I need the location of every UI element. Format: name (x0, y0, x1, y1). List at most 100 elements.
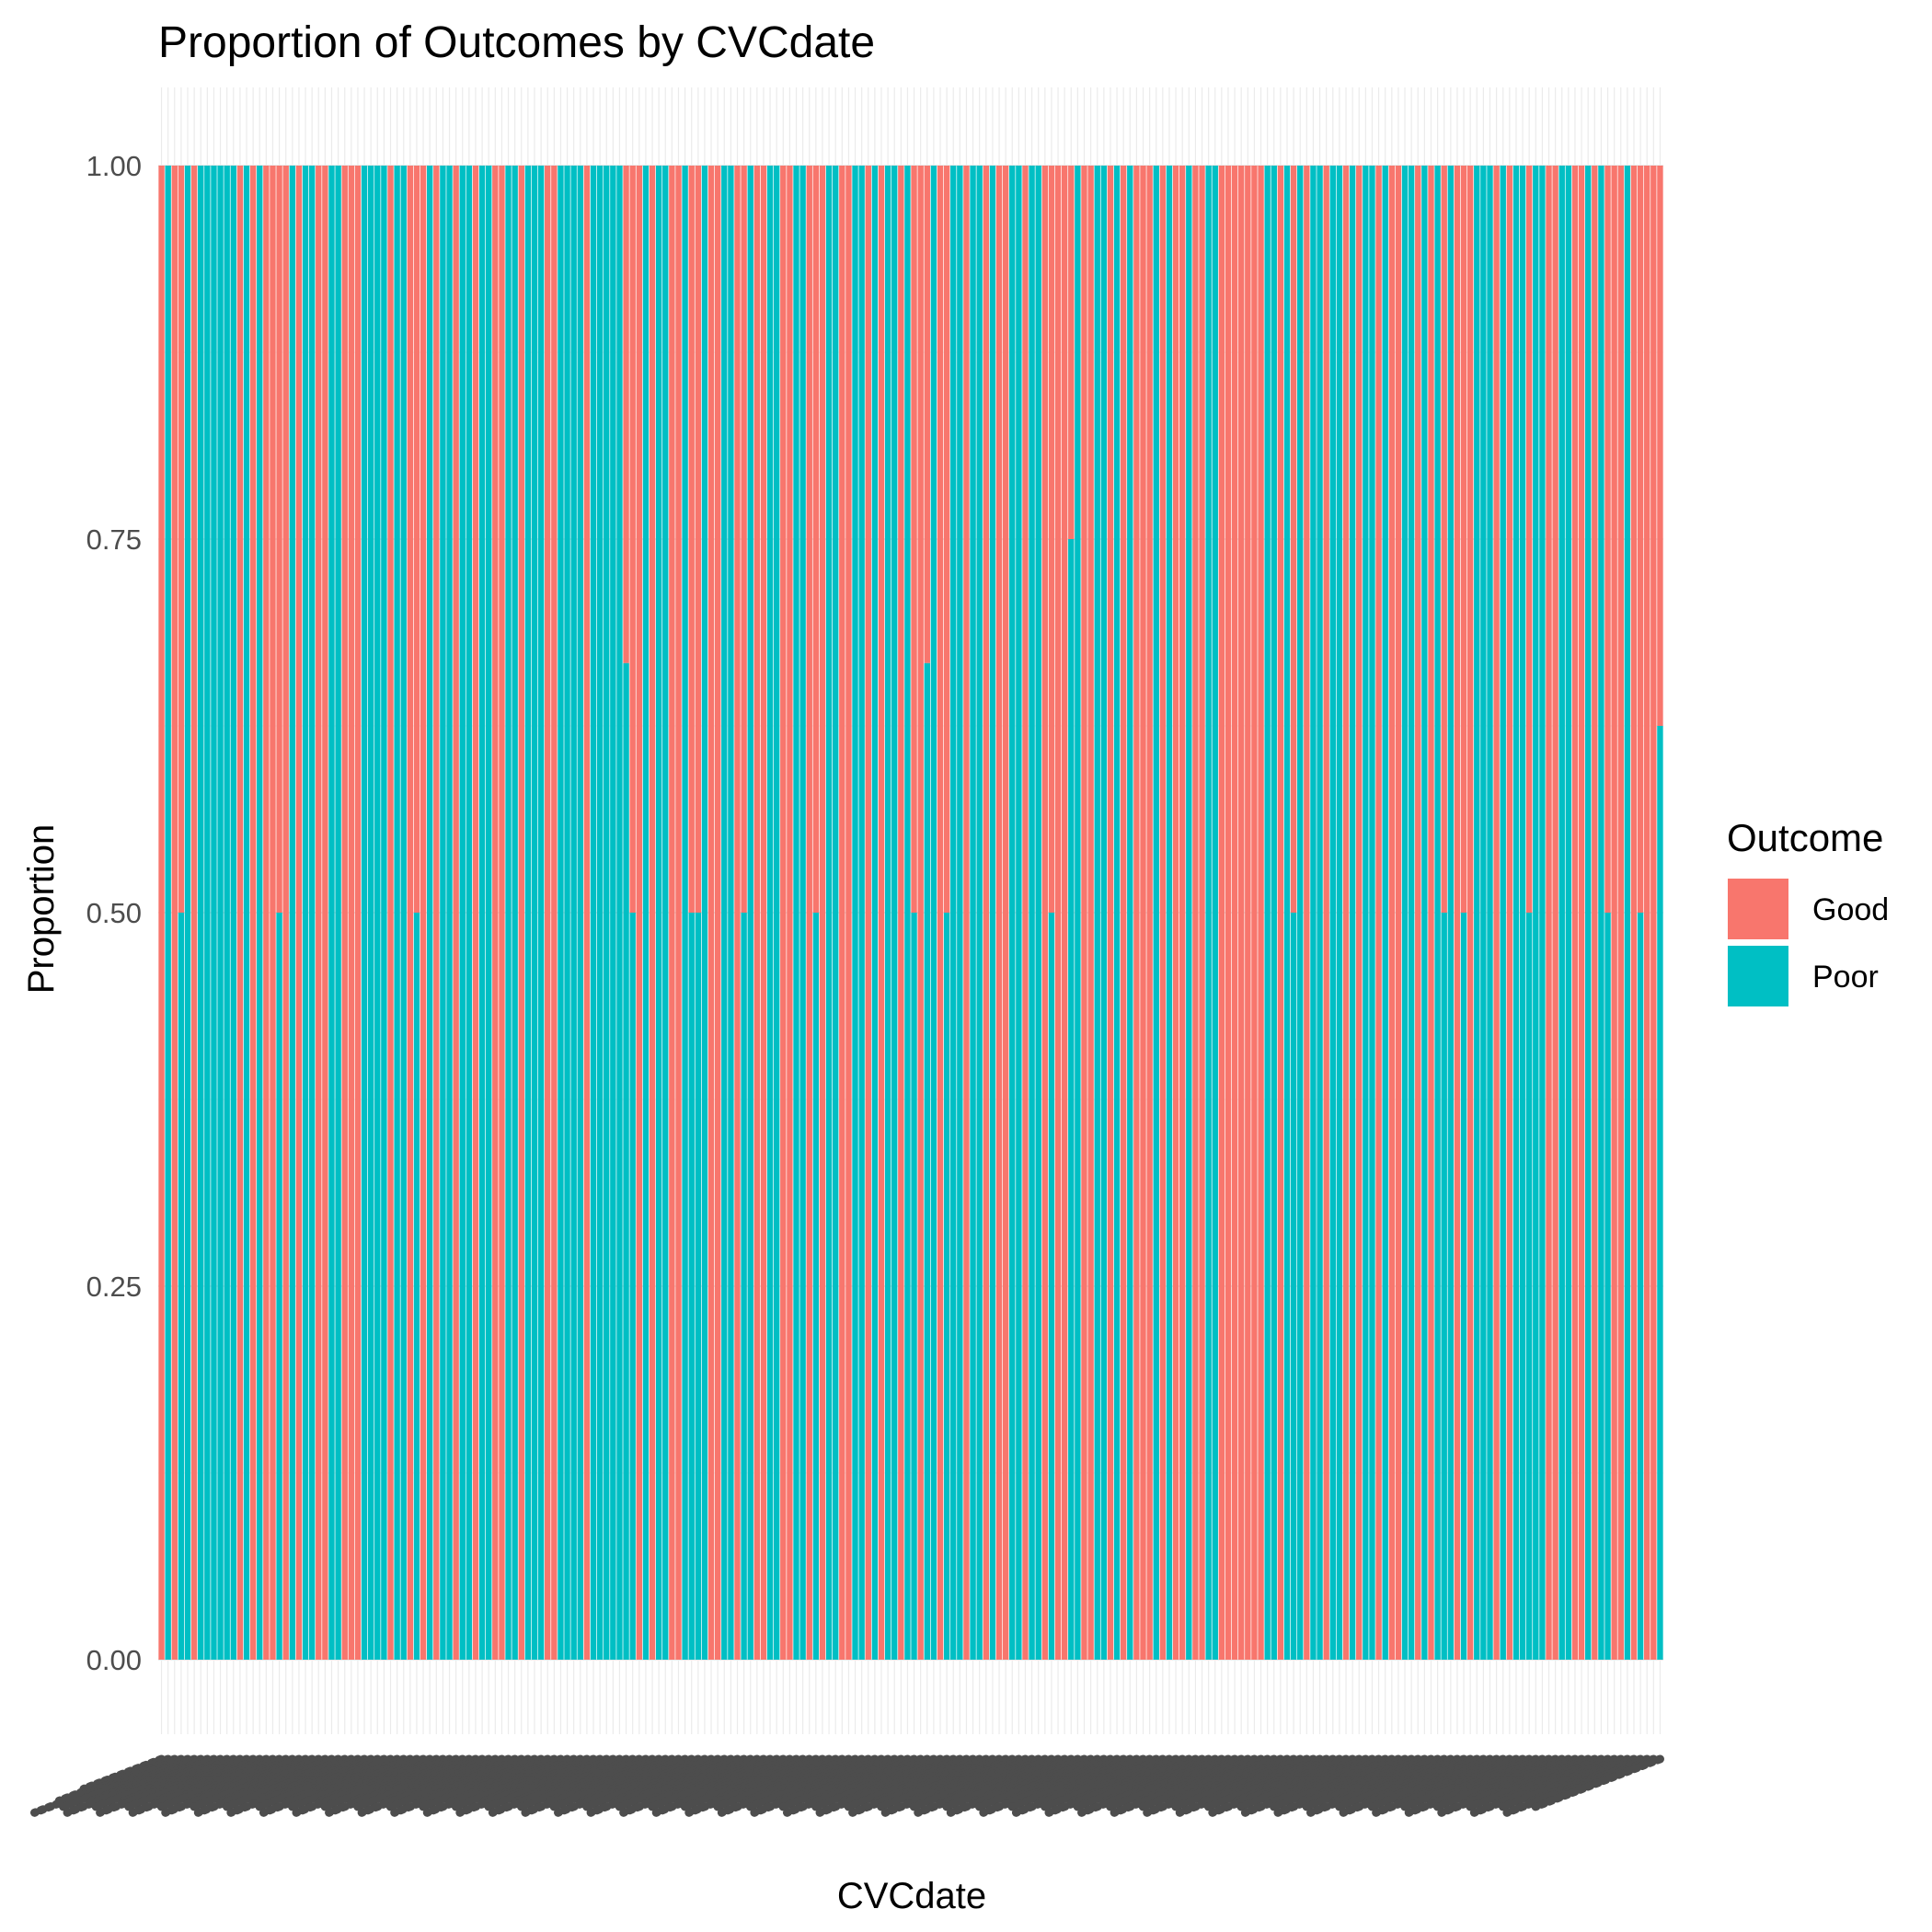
bar-poor (1310, 166, 1317, 1660)
bar-poor (1657, 726, 1663, 1660)
bar-good (1081, 166, 1087, 1660)
bar-good (295, 166, 303, 1660)
bar-poor (1363, 166, 1369, 1660)
bar-good (1578, 166, 1585, 1660)
bar-poor (413, 913, 420, 1660)
bar-good (917, 166, 924, 1660)
bar-poor (1512, 166, 1520, 1660)
bar-poor (1624, 166, 1631, 1660)
bar-poor (1408, 166, 1415, 1660)
bar-good (1375, 166, 1382, 1660)
bar-poor (1382, 166, 1388, 1660)
bar-poor (243, 166, 250, 1660)
bar-poor (766, 166, 774, 1660)
bar-good (1231, 166, 1238, 1660)
bar-good (1218, 166, 1225, 1660)
bar-good (387, 166, 394, 1660)
bar-good (1415, 166, 1421, 1660)
bar-poor (773, 166, 780, 1660)
bar-good (472, 166, 479, 1660)
y-tick-label: 0.25 (86, 1271, 142, 1303)
bar-poor (361, 166, 368, 1660)
bar-good (190, 166, 198, 1660)
bar-good (1592, 166, 1598, 1660)
bar-poor (884, 166, 891, 1660)
bar-poor (1186, 166, 1192, 1660)
bar-poor (1016, 166, 1022, 1660)
bar-poor (367, 166, 374, 1660)
bar-good (695, 166, 702, 913)
bar-good (1061, 166, 1068, 1660)
bar-good (1552, 166, 1558, 1660)
bar-poor (426, 166, 433, 1660)
bar-poor (976, 166, 983, 1660)
bar-poor (1068, 539, 1075, 1660)
bar-poor (1539, 166, 1546, 1660)
bar-poor (1349, 166, 1356, 1660)
bar-poor (596, 166, 604, 1660)
bar-poor (1212, 166, 1218, 1660)
bar-good (1454, 166, 1461, 1660)
bar-good (1002, 166, 1009, 1660)
bar-good (1630, 166, 1638, 1660)
chart-title: Proportion of Outcomes by CVCdate (158, 18, 875, 67)
bar-good (1290, 166, 1297, 913)
bar-poor (1048, 913, 1055, 1660)
bar-poor (957, 166, 963, 1660)
legend-key-poor (1728, 946, 1788, 1006)
bar-good (1525, 166, 1533, 913)
bar-poor (1094, 166, 1100, 1660)
bar-good (787, 166, 793, 1660)
bar-good (433, 166, 440, 1660)
bar-poor (1558, 166, 1565, 1660)
bar-good (1657, 166, 1663, 726)
bar-good (171, 166, 178, 1660)
bar-good (1107, 166, 1114, 1660)
legend-key-good (1728, 879, 1788, 939)
bar-poor (1421, 166, 1428, 1660)
bar-good (806, 166, 812, 1660)
bar-poor (184, 166, 191, 1660)
bar-poor (302, 166, 309, 1660)
bar-poor (1336, 166, 1343, 1660)
legend: Outcome Good Poor (1727, 816, 1889, 1006)
bar-good (1428, 166, 1434, 1660)
bar-good (675, 166, 682, 1660)
bar-poor (1480, 166, 1487, 1660)
bar-good (1388, 166, 1396, 1660)
bar-poor (825, 166, 833, 1660)
bar-poor (701, 166, 708, 1660)
bar-good (420, 166, 427, 1660)
bar-poor (904, 166, 911, 1660)
bar-good (1192, 166, 1199, 1660)
bar-poor (852, 166, 858, 1660)
bar-poor (558, 166, 564, 1660)
bar-good (1179, 166, 1186, 1660)
bar-good (714, 166, 721, 1660)
legend-label-good: Good (1812, 892, 1889, 927)
bar-poor (308, 166, 316, 1660)
bar-good (878, 166, 885, 1660)
bar-poor (1113, 166, 1121, 1660)
bar-poor (871, 166, 879, 1660)
bar-poor (616, 166, 623, 1660)
bar-poor (1447, 166, 1455, 1660)
y-tick-label: 0.75 (86, 523, 142, 556)
bar-poor (1460, 913, 1467, 1660)
bar-poor (610, 166, 616, 1660)
bar-good (943, 166, 950, 913)
y-axis-ticks: 0.00 0.25 0.50 0.75 1.00 (86, 150, 142, 1676)
bar-poor (1205, 166, 1212, 1660)
bar-good (1146, 166, 1153, 1660)
bar-good (551, 166, 558, 1660)
bar-good (669, 166, 675, 1660)
bar-poor (1127, 166, 1133, 1660)
bar-good (492, 166, 499, 1660)
bar-poor (537, 166, 545, 1660)
bar-good (995, 166, 1003, 1660)
bar-poor (446, 166, 453, 1660)
bar-good (734, 166, 741, 1660)
bar-good (518, 166, 524, 1660)
bar-poor (741, 913, 747, 1660)
bar-good (348, 166, 355, 1660)
